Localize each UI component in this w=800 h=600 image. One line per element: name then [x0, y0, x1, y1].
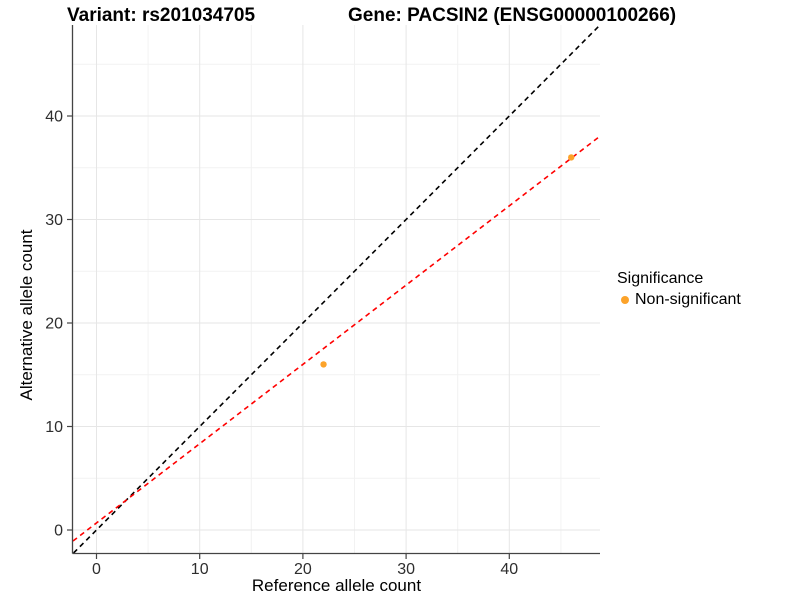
data-point: [320, 361, 327, 368]
data-point: [568, 154, 575, 161]
legend-title: Significance: [617, 270, 704, 287]
identity-line: [73, 24, 601, 554]
plot-title-gene: Gene: PACSIN2 (ENSG00000100266): [348, 5, 677, 26]
legend-item: Non-significant: [621, 291, 741, 309]
x-tick-label: 0: [92, 561, 101, 578]
plot-title-variant: Variant: rs201034705: [67, 5, 256, 26]
y-tick-label: 30: [45, 212, 63, 229]
x-tick-label: 20: [294, 561, 312, 578]
legend-point-icon: [621, 296, 629, 304]
fit-line: [72, 135, 601, 542]
y-tick-label: 10: [45, 419, 63, 436]
x-axis-title: Reference allele count: [251, 576, 422, 595]
legend-item-label: Non-significant: [635, 291, 741, 308]
y-tick-label: 0: [54, 523, 63, 540]
x-tick-label: 40: [500, 561, 518, 578]
x-tick-label: 30: [397, 561, 415, 578]
y-tick-label: 20: [45, 316, 63, 333]
y-tick-label: 40: [45, 109, 63, 126]
x-tick-label: 10: [191, 561, 209, 578]
legend: Significance Non-significant: [617, 270, 741, 309]
y-axis-title: Alternative allele count: [17, 229, 36, 401]
